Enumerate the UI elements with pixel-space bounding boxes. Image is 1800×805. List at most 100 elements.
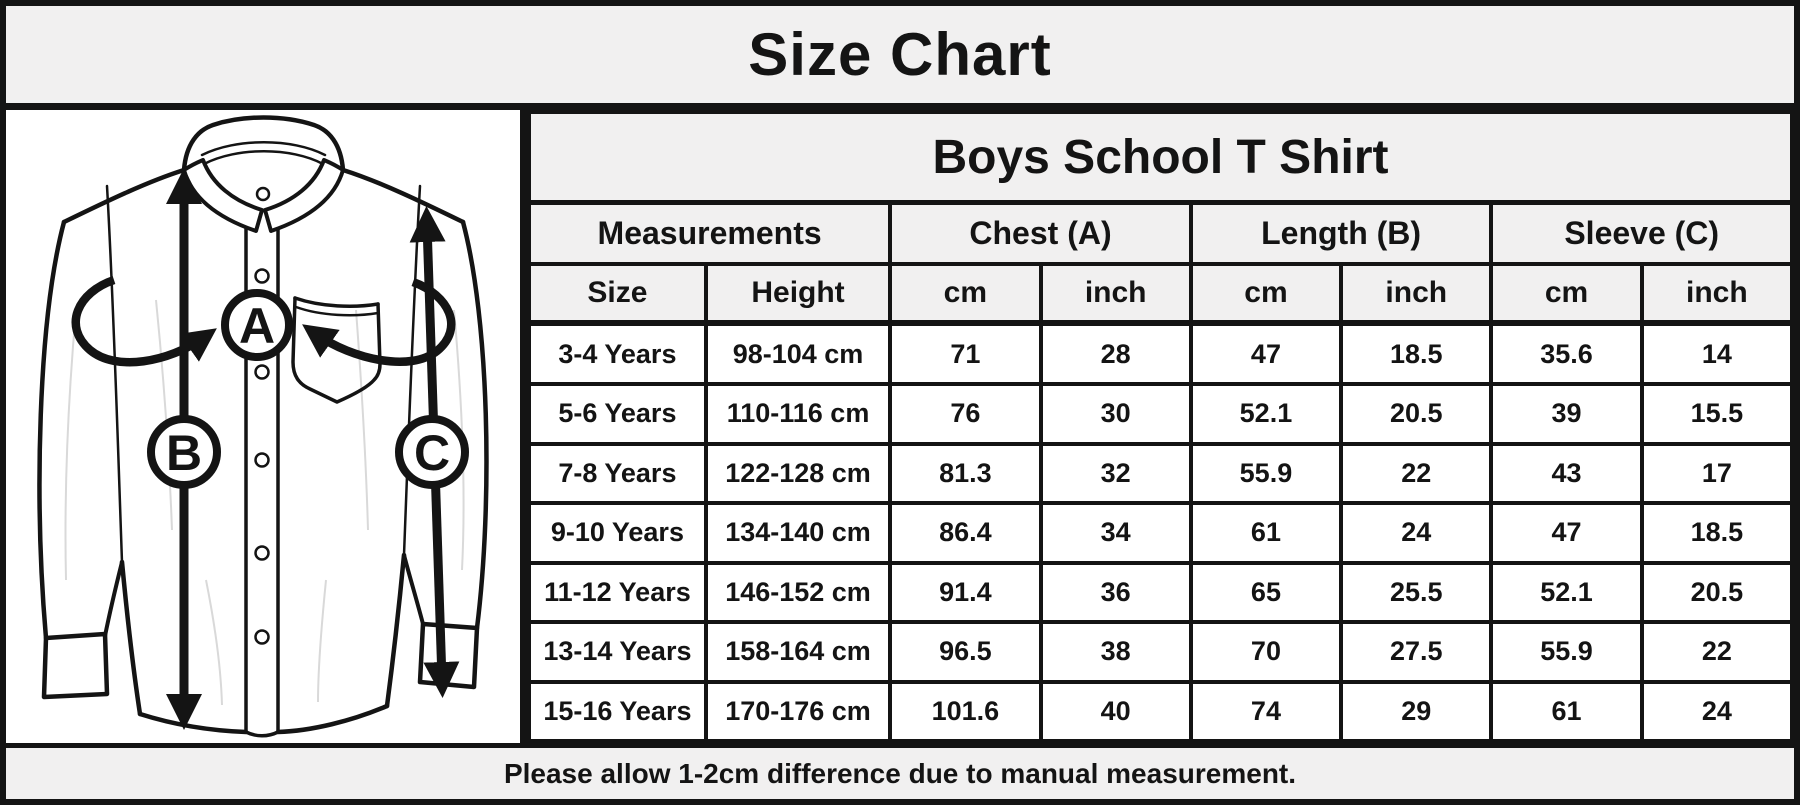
column-header-chest-cm: cm <box>888 262 1043 326</box>
table-cell: 5-6 Years <box>527 382 708 446</box>
table-cell: 110-116 cm <box>703 382 893 446</box>
column-header-length-cm: cm <box>1188 262 1344 326</box>
table-cell: 61 <box>1489 679 1644 743</box>
marker-a-label: A <box>239 298 275 354</box>
table-cell: 22 <box>1339 441 1494 506</box>
table-cell: 20.5 <box>1339 382 1494 446</box>
table-cell: 15-16 Years <box>527 679 708 743</box>
button-icon <box>254 268 270 284</box>
table-cell: 3-4 Years <box>527 320 708 387</box>
table-cell: 7-8 Years <box>527 441 708 506</box>
table-cell: 38 <box>1038 620 1193 684</box>
button-icon <box>254 364 270 380</box>
marker-c-label: C <box>414 425 450 481</box>
table-cell: 32 <box>1038 441 1193 506</box>
table-cell: 134-140 cm <box>703 501 893 565</box>
table-cell: 39 <box>1489 382 1644 446</box>
table-cell: 22 <box>1639 620 1795 684</box>
column-header-length-inch: inch <box>1339 262 1494 326</box>
table-cell: 61 <box>1188 501 1344 565</box>
table-cell: 55.9 <box>1188 441 1344 506</box>
table-cell: 13-14 Years <box>527 620 708 684</box>
table-cell: 81.3 <box>888 441 1043 506</box>
table-cell: 11-12 Years <box>527 560 708 625</box>
table-cell: 24 <box>1639 679 1795 743</box>
table-cell: 24 <box>1339 501 1494 565</box>
table-cell: 91.4 <box>888 560 1043 625</box>
marker-b-circle <box>147 415 221 489</box>
table-cell: 36 <box>1038 560 1193 625</box>
marker-b-label: B <box>166 425 202 481</box>
table-cell: 86.4 <box>888 501 1043 565</box>
size-table-body: 3-4 Years 98-104 cm 71 28 47 18.5 35.6 14 5-6 Ye… <box>527 320 1795 743</box>
table-cell: 52.1 <box>1489 560 1644 625</box>
table-cell: 18.5 <box>1639 501 1795 565</box>
group-header-sleeve: Sleeve (C) <box>1489 200 1794 266</box>
column-header-size: Size <box>527 262 708 326</box>
table-cell: 18.5 <box>1339 320 1494 387</box>
marker-letters: A B C <box>147 289 469 489</box>
marker-a-circle <box>221 289 293 361</box>
table-cell: 76 <box>888 382 1043 446</box>
column-header-sleeve-cm: cm <box>1489 262 1644 326</box>
table-row: 5-6 Years 110-116 cm 76 30 52.1 20.5 39 15.5 <box>527 382 1795 446</box>
table-row: 9-10 Years 134-140 cm 86.4 34 61 24 47 18.5 <box>527 501 1795 565</box>
table-cell: 40 <box>1038 679 1193 743</box>
table-row: 13-14 Years 158-164 cm 96.5 38 70 27.5 55.9 22 <box>527 620 1795 684</box>
table-cell: 158-164 cm <box>703 620 893 684</box>
table-cell: 96.5 <box>888 620 1043 684</box>
size-table: Boys School T Shirt Measurements Chest (… <box>526 110 1795 743</box>
size-table-panel: Boys School T Shirt Measurements Chest (… <box>526 110 1795 743</box>
table-cell: 20.5 <box>1639 560 1795 625</box>
table-cell: 25.5 <box>1339 560 1494 625</box>
table-cell: 34 <box>1038 501 1193 565</box>
table-cell: 65 <box>1188 560 1344 625</box>
table-row: 3-4 Years 98-104 cm 71 28 47 18.5 35.6 14 <box>527 320 1795 387</box>
shirt-diagram-panel: A B C <box>6 110 527 743</box>
group-header-measurements: Measurements <box>526 200 893 266</box>
table-cell: 47 <box>1188 320 1344 387</box>
chest-arrow-left-icon <box>71 275 217 367</box>
table-title: Boys School T Shirt <box>527 110 1794 205</box>
column-header-height: Height <box>703 262 893 326</box>
table-cell: 30 <box>1038 382 1193 446</box>
table-cell: 28 <box>1038 320 1193 387</box>
collar-button-icon <box>255 186 271 202</box>
table-row: 15-16 Years 170-176 cm 101.6 40 74 29 61 24 <box>527 679 1795 743</box>
group-header-chest: Chest (A) <box>888 200 1193 266</box>
button-icon <box>254 452 270 468</box>
button-icon <box>254 545 270 561</box>
table-cell: 70 <box>1188 620 1344 684</box>
table-cell: 14 <box>1639 320 1795 387</box>
pocket <box>291 296 382 404</box>
table-cell: 17 <box>1639 441 1795 506</box>
table-cell: 15.5 <box>1639 382 1795 446</box>
table-cell: 101.6 <box>888 679 1043 743</box>
column-header-row: Size Height cm inch cm inch cm inch <box>527 262 1795 326</box>
table-cell: 9-10 Years <box>527 501 708 565</box>
table-cell: 98-104 cm <box>703 320 893 387</box>
table-cell: 146-152 cm <box>703 560 893 625</box>
column-header-chest-inch: inch <box>1038 262 1193 326</box>
table-cell: 74 <box>1188 679 1344 743</box>
table-cell: 29 <box>1339 679 1494 743</box>
group-header-row: Measurements Chest (A) Length (B) Sleeve… <box>526 200 1794 266</box>
table-title-row: Boys School T Shirt <box>527 110 1794 205</box>
table-cell: 122-128 cm <box>703 441 893 506</box>
main-area: A B C Boys School T Shirt <box>6 110 1795 748</box>
table-cell: 52.1 <box>1188 382 1344 446</box>
shirt-measurement-diagram: A B C <box>37 115 489 738</box>
column-header-sleeve-inch: inch <box>1639 262 1795 326</box>
table-cell: 27.5 <box>1339 620 1494 684</box>
table-cell: 47 <box>1489 501 1644 565</box>
page-title: Size Chart <box>6 6 1794 110</box>
group-header-length: Length (B) <box>1188 200 1494 266</box>
button-icon <box>254 629 270 645</box>
chest-arrow-right-icon <box>302 278 456 366</box>
table-row: 11-12 Years 146-152 cm 91.4 36 65 25.5 52.1 20.… <box>527 560 1795 625</box>
table-cell: 35.6 <box>1489 320 1644 387</box>
table-cell: 55.9 <box>1489 620 1644 684</box>
table-row: 7-8 Years 122-128 cm 81.3 32 55.9 22 43 17 <box>527 441 1795 506</box>
marker-c-circle <box>395 415 469 489</box>
